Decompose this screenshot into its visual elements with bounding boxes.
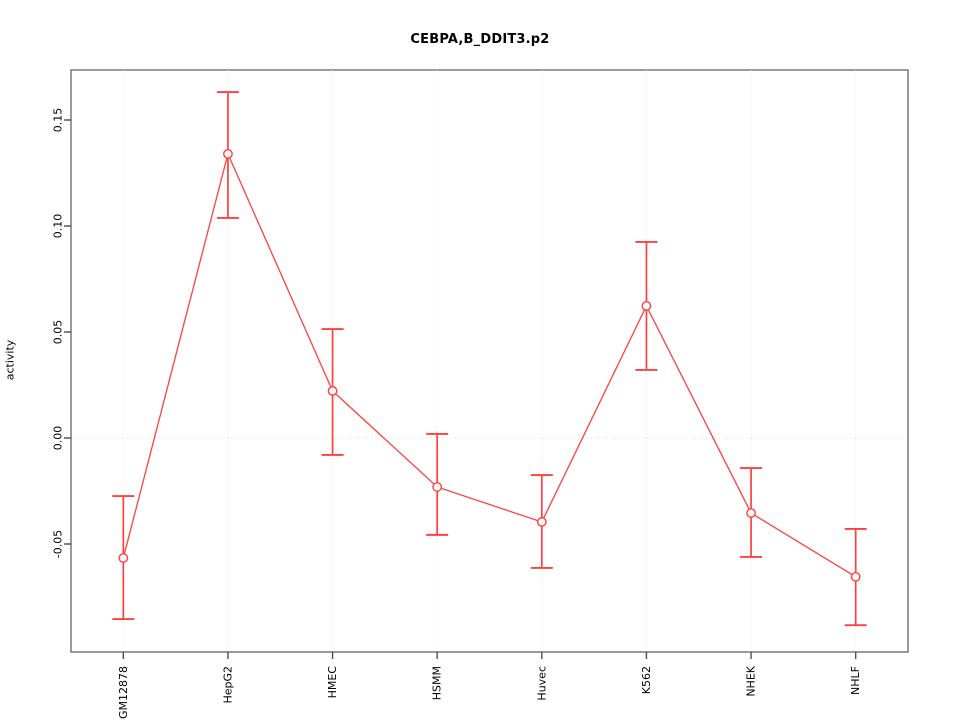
data-point-marker <box>536 517 547 527</box>
x-tick-label: Huvec <box>535 666 548 701</box>
x-tick-label: HMEC <box>326 666 339 699</box>
y-axis: -0.05 0.00 0.05 0.10 0.15 <box>52 108 71 558</box>
chart-title: CEBPA,B_DDIT3.p2 <box>410 32 550 47</box>
x-tick-label: K562 <box>640 666 653 694</box>
x-tick-label: NHLF <box>849 666 862 695</box>
y-tick-label: -0.05 <box>52 530 65 558</box>
x-tick-label: HepG2 <box>221 666 234 704</box>
data-point-marker <box>223 149 233 159</box>
activity-series <box>112 91 867 627</box>
data-point-marker <box>850 571 861 582</box>
data-point-marker <box>641 301 652 311</box>
y-tick-label: 0.15 <box>52 108 65 133</box>
series-line <box>122 151 857 578</box>
data-point-marker <box>118 553 129 563</box>
data-point-marker <box>327 386 338 396</box>
y-tick-label: 0.10 <box>52 214 65 239</box>
x-tick-label: HSMM <box>431 666 444 700</box>
data-point-marker <box>746 508 756 518</box>
frame-rect <box>70 69 909 653</box>
x-tick-label: NHEK <box>745 665 758 696</box>
x-tick-label: GM12878 <box>117 666 130 719</box>
data-point-marker <box>432 482 443 492</box>
y-tick-label: 0.00 <box>52 426 65 451</box>
y-tick-label: 0.05 <box>52 320 65 345</box>
plot-frame <box>70 69 909 653</box>
x-axis: GM12878 HepG2 HMEC HSMM Huvec K562 NHEK NHLF <box>117 652 862 719</box>
category-guide-lines <box>122 70 857 652</box>
